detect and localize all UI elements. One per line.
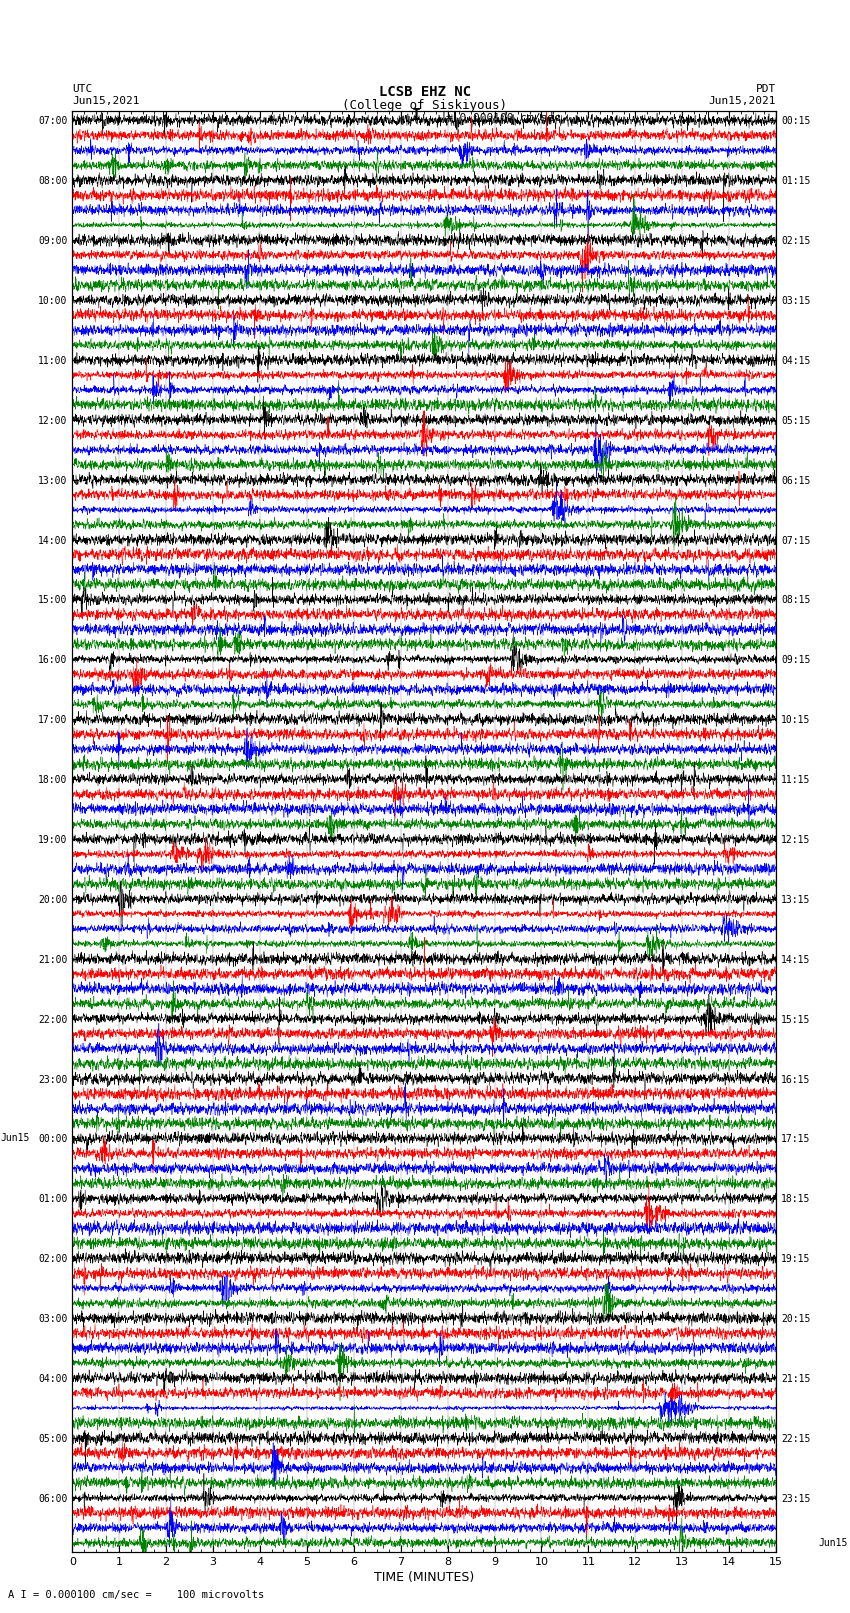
Text: = 0.000100 cm/sec: = 0.000100 cm/sec xyxy=(446,113,561,124)
Text: (College of Siskiyous): (College of Siskiyous) xyxy=(343,98,507,113)
X-axis label: TIME (MINUTES): TIME (MINUTES) xyxy=(374,1571,474,1584)
Text: I: I xyxy=(412,108,421,124)
Text: LCSB EHZ NC: LCSB EHZ NC xyxy=(379,85,471,100)
Text: Jun15: Jun15 xyxy=(819,1537,847,1548)
Text: A I = 0.000100 cm/sec =    100 microvolts: A I = 0.000100 cm/sec = 100 microvolts xyxy=(8,1590,264,1600)
Text: Jun15,2021: Jun15,2021 xyxy=(709,95,776,106)
Text: UTC: UTC xyxy=(72,84,93,94)
Text: PDT: PDT xyxy=(756,84,776,94)
Text: Jun15,2021: Jun15,2021 xyxy=(72,95,139,106)
Text: Jun15: Jun15 xyxy=(1,1134,30,1144)
